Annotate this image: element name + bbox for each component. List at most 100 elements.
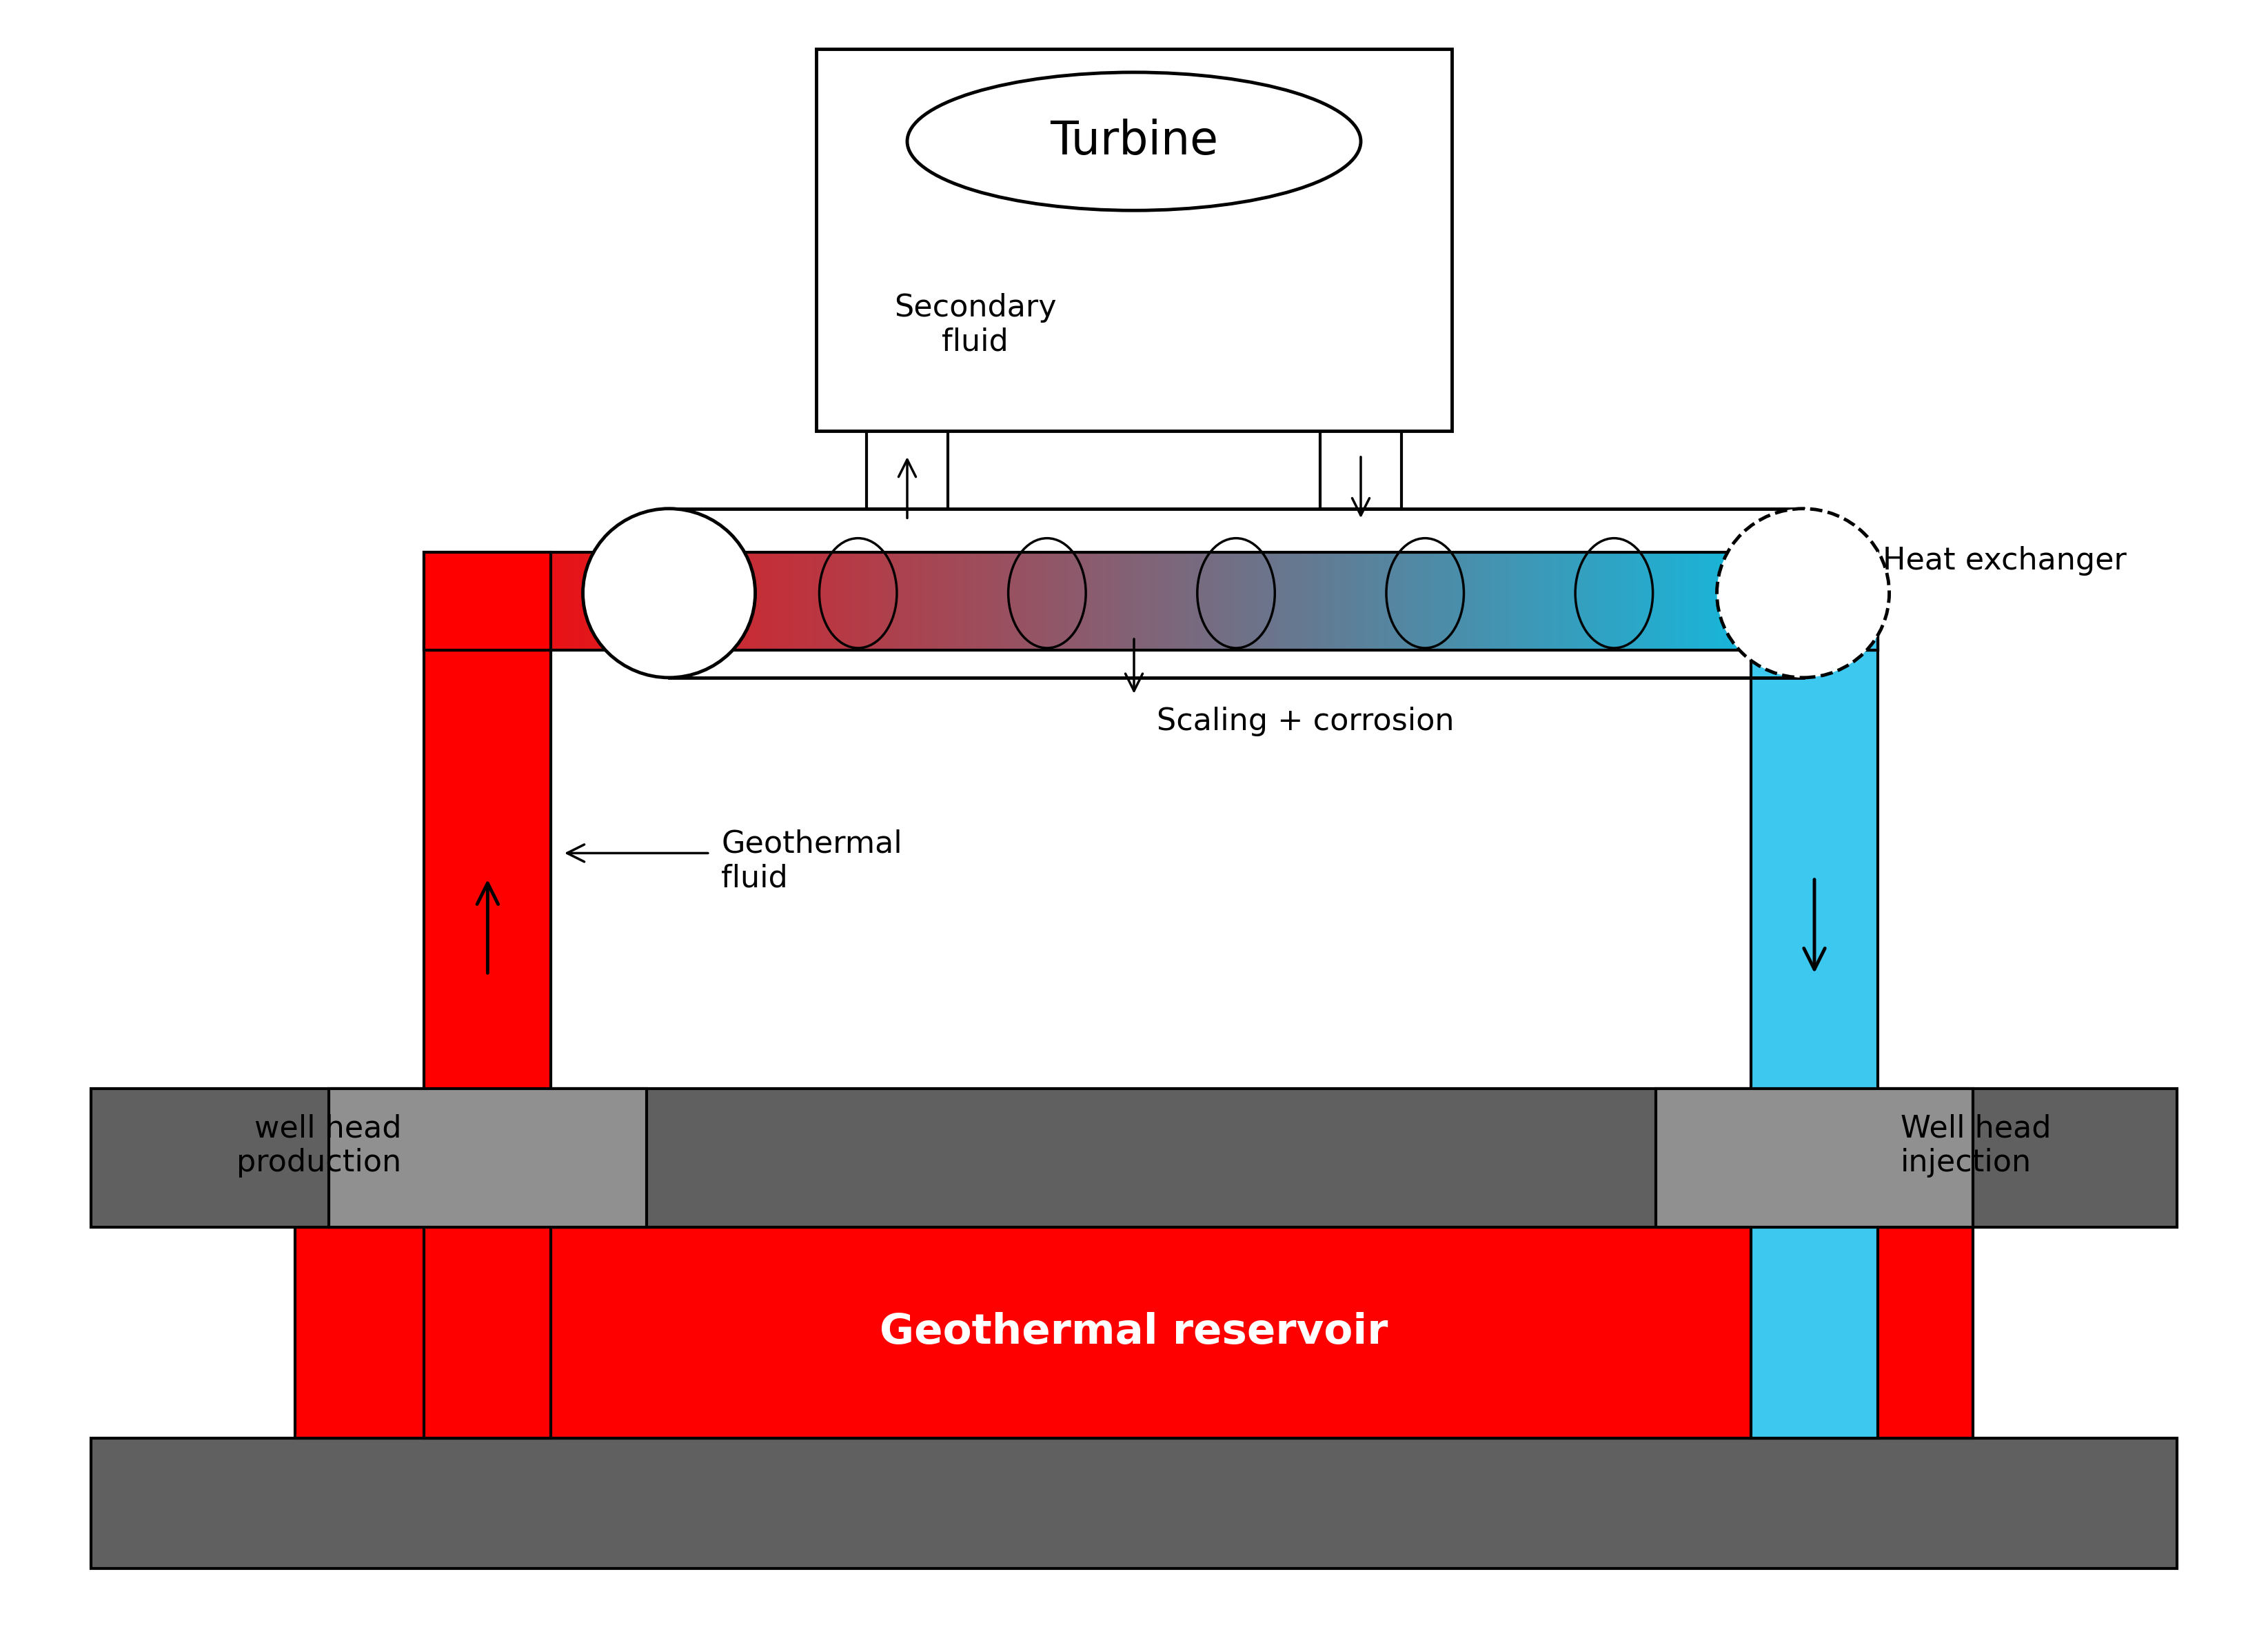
Bar <box>1422 553 1429 650</box>
Text: Turbine: Turbine <box>1050 119 1218 164</box>
Bar <box>1762 553 1767 650</box>
Bar <box>1830 553 1835 650</box>
Bar <box>905 553 909 650</box>
Bar <box>492 553 499 650</box>
Bar <box>438 553 445 650</box>
Bar <box>578 553 585 650</box>
Bar <box>1674 553 1681 650</box>
Bar <box>914 553 919 650</box>
Bar <box>1012 553 1016 650</box>
Bar <box>1728 553 1733 650</box>
Bar <box>1213 553 1220 650</box>
Bar <box>1712 553 1719 650</box>
Bar <box>769 553 773 650</box>
Bar <box>445 553 449 650</box>
Bar <box>739 553 746 650</box>
Bar <box>1127 553 1132 650</box>
Bar <box>1751 553 1878 650</box>
Bar <box>1499 553 1506 650</box>
Bar <box>855 553 862 650</box>
Bar <box>1810 553 1817 650</box>
Bar <box>807 553 812 650</box>
Bar <box>1055 553 1059 650</box>
Text: Secondary
fluid: Secondary fluid <box>894 292 1057 358</box>
Bar <box>1796 553 1801 650</box>
Bar <box>1545 553 1549 650</box>
Bar <box>1678 553 1685 650</box>
Bar <box>1767 553 1771 650</box>
Bar <box>1229 553 1234 650</box>
Bar <box>841 553 846 650</box>
Bar <box>932 553 939 650</box>
Bar <box>1166 553 1173 650</box>
Bar <box>458 553 465 650</box>
Bar <box>1157 553 1161 650</box>
Bar <box>943 553 948 650</box>
Bar <box>778 553 785 650</box>
Bar <box>1481 553 1486 650</box>
Bar <box>1272 553 1279 650</box>
Bar <box>560 553 565 650</box>
Bar <box>295 1227 1973 1438</box>
Bar <box>1835 553 1839 650</box>
Bar <box>1016 553 1021 650</box>
Bar <box>1413 553 1420 650</box>
Bar <box>1336 553 1340 650</box>
Bar <box>1404 553 1408 650</box>
Bar <box>651 553 658 650</box>
Bar <box>971 553 978 650</box>
Bar <box>1388 553 1395 650</box>
Bar <box>454 553 458 650</box>
Bar <box>1631 553 1637 650</box>
Bar <box>798 553 803 650</box>
Bar <box>1606 553 1613 650</box>
Bar <box>91 1438 2177 1568</box>
Bar <box>1610 553 1617 650</box>
Bar <box>787 553 794 650</box>
Bar <box>612 553 619 650</box>
Bar <box>617 553 624 650</box>
Bar <box>1751 553 1758 650</box>
Bar <box>556 553 560 650</box>
Bar <box>909 553 914 650</box>
Bar <box>501 553 508 650</box>
Bar <box>599 553 606 650</box>
Bar <box>646 553 653 650</box>
Bar <box>1277 553 1284 650</box>
Bar <box>1320 553 1327 650</box>
Bar <box>1349 553 1356 650</box>
Bar <box>826 553 832 650</box>
Bar <box>871 553 875 650</box>
Bar <box>1005 553 1012 650</box>
Bar <box>1869 553 1873 650</box>
Bar <box>962 553 968 650</box>
Bar <box>1703 553 1710 650</box>
Bar <box>429 553 435 650</box>
Bar <box>1073 553 1080 650</box>
Bar <box>1685 553 1690 650</box>
Bar <box>676 553 683 650</box>
Bar <box>1200 553 1207 650</box>
Bar <box>1268 553 1272 650</box>
Bar <box>1077 553 1084 650</box>
Bar <box>1331 553 1336 650</box>
Bar <box>1814 553 1821 650</box>
Bar <box>1563 553 1569 650</box>
Bar <box>1427 553 1433 650</box>
Bar <box>773 553 778 650</box>
Bar <box>1626 553 1633 650</box>
Bar <box>1533 553 1540 650</box>
Bar <box>1805 553 1812 650</box>
Bar <box>433 553 440 650</box>
Bar <box>1247 553 1254 650</box>
Bar <box>1601 553 1608 650</box>
Bar <box>919 553 925 650</box>
Bar <box>1656 553 1660 650</box>
Bar <box>875 553 880 650</box>
Bar <box>987 553 991 650</box>
Bar <box>506 553 513 650</box>
Bar <box>1588 553 1592 650</box>
Bar <box>714 553 721 650</box>
Bar <box>565 553 572 650</box>
Bar <box>816 553 823 650</box>
